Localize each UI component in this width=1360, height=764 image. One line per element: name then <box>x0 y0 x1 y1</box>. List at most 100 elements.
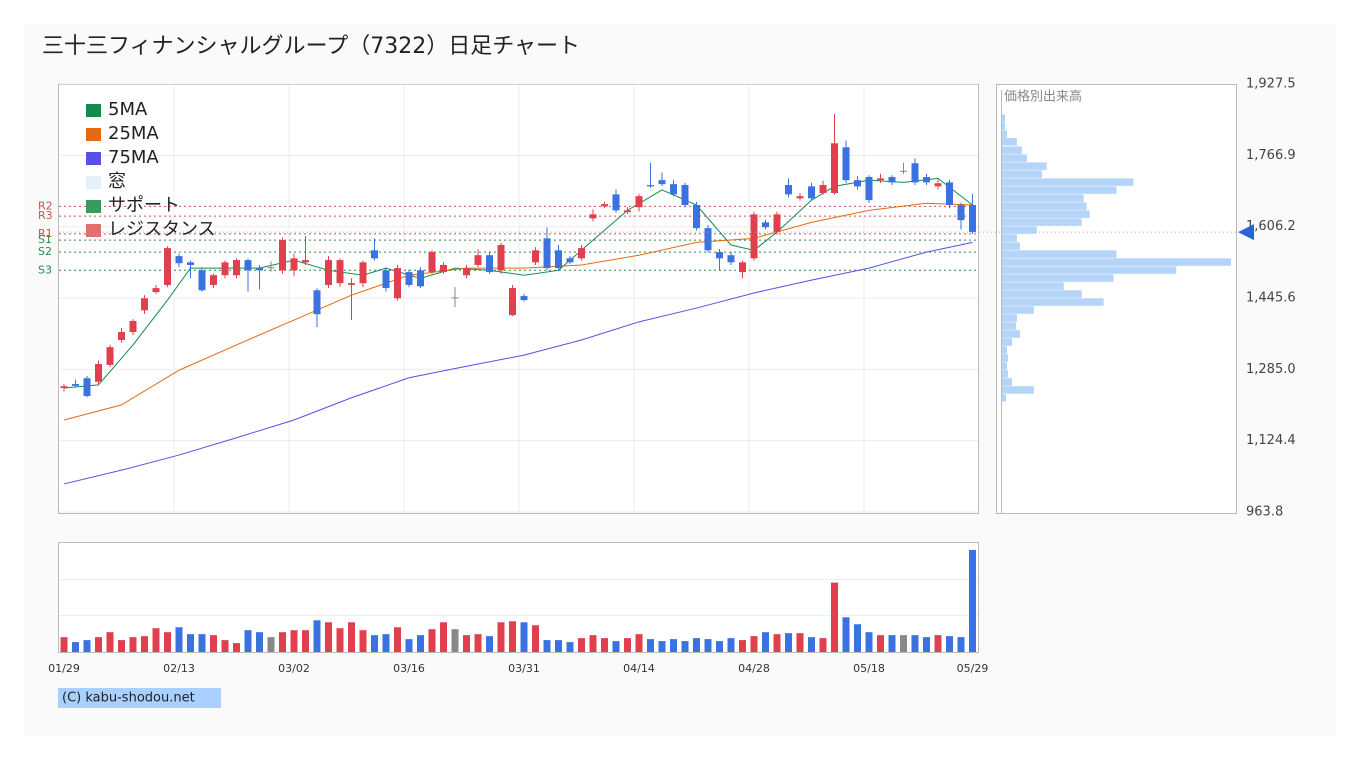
volume-bar <box>785 633 792 652</box>
copyright-box <box>58 688 221 708</box>
candle-body <box>83 378 91 396</box>
volume-bar <box>256 632 263 652</box>
profile-bar <box>1002 298 1104 306</box>
candle-body <box>612 194 620 211</box>
profile-bar <box>1002 218 1082 226</box>
level-label: R2 <box>38 199 53 212</box>
profile-bar <box>1002 130 1007 138</box>
volume-bar <box>969 549 976 652</box>
volume-bar <box>946 636 953 652</box>
profile-bar <box>1002 282 1064 290</box>
candle-body <box>141 298 148 311</box>
volume-bar <box>658 641 666 652</box>
profile-bar <box>1002 354 1008 362</box>
moving-average <box>63 177 973 389</box>
candle-body <box>244 260 252 271</box>
profile-bar <box>1002 378 1012 386</box>
candle-body <box>578 248 585 259</box>
volume-bar <box>233 643 240 652</box>
volume-bar <box>428 629 436 652</box>
volume-bar <box>624 638 631 652</box>
candle-body <box>129 320 137 333</box>
legend-swatch <box>86 152 101 165</box>
volume-bar <box>911 635 919 652</box>
volume-bar <box>543 640 551 652</box>
level-label: S1 <box>38 233 52 246</box>
volume-bar <box>808 637 815 652</box>
legend-label: レジスタンス <box>108 219 216 240</box>
candle-body <box>509 288 516 316</box>
volume-bar <box>325 622 332 652</box>
volume-bar <box>210 635 217 652</box>
profile-bar <box>1002 178 1134 186</box>
profile-bar <box>1002 154 1027 162</box>
y-tick-label: 1,927.5 <box>1246 77 1296 92</box>
volume-bar <box>635 634 643 652</box>
candle-body <box>72 384 79 386</box>
volume-bar <box>727 638 735 652</box>
candle-body <box>187 262 194 265</box>
candle-body <box>589 214 597 219</box>
profile-bar <box>1002 186 1117 194</box>
volume-bar <box>532 625 539 652</box>
candle-body <box>842 147 850 181</box>
volume-bar <box>762 632 769 652</box>
profile-bar <box>1002 306 1034 314</box>
legend-swatch <box>86 224 101 237</box>
candle-body <box>865 177 873 201</box>
volume-bar <box>348 622 355 652</box>
candle-body <box>336 260 344 284</box>
volume-bar <box>451 629 459 652</box>
legend-swatch <box>86 176 101 189</box>
legend-swatch <box>86 200 101 213</box>
candle-body <box>808 186 815 199</box>
profile-bar <box>1002 346 1007 354</box>
candle-body <box>279 240 286 271</box>
volume-bar <box>187 634 194 652</box>
chart-title: 三十三フィナンシャルグループ（7322）日足チャート <box>42 34 580 59</box>
legend-label: 25MA <box>108 123 159 144</box>
volume-bar <box>647 639 654 652</box>
candle-body <box>359 262 367 284</box>
profile-bar <box>1002 266 1177 274</box>
volume-bar <box>72 642 79 652</box>
candle-body <box>290 258 298 271</box>
volume-bar <box>336 628 344 652</box>
volume-bar <box>957 637 965 652</box>
level-label: R3 <box>38 209 53 222</box>
profile-bar <box>1002 210 1090 218</box>
volume-bar <box>164 632 171 652</box>
candle-body <box>831 143 838 194</box>
candle-body <box>854 180 861 187</box>
candle-body <box>302 260 309 263</box>
x-tick-label: 02/13 <box>163 662 195 675</box>
profile-bar <box>1002 242 1020 250</box>
candle-body <box>946 182 953 206</box>
profile-bar <box>1002 394 1006 402</box>
volume-bar <box>106 632 114 652</box>
level-label: R1 <box>38 227 53 240</box>
volume-bar <box>95 637 102 652</box>
x-tick-label: 05/18 <box>853 662 885 675</box>
profile-bar <box>1002 122 1005 130</box>
profile-bar <box>1002 226 1037 234</box>
volume-bar <box>819 638 827 652</box>
legend-swatch <box>86 128 101 141</box>
profile-bar <box>1002 370 1008 378</box>
volume-bar <box>750 636 758 652</box>
candle-body <box>267 267 275 269</box>
candle-body <box>486 255 493 273</box>
candle-body <box>325 260 332 285</box>
candle-body <box>681 185 689 206</box>
candle-body <box>693 205 700 229</box>
profile-bar <box>1002 386 1034 394</box>
volume-bar <box>900 635 907 652</box>
volume-bar <box>118 640 125 652</box>
candle-body <box>451 297 459 299</box>
candle-body <box>877 178 884 181</box>
profile-bar <box>1002 194 1084 202</box>
candle-body <box>957 205 965 221</box>
candle-body <box>405 272 413 285</box>
candle-body <box>773 214 781 233</box>
candle-body <box>739 262 746 273</box>
